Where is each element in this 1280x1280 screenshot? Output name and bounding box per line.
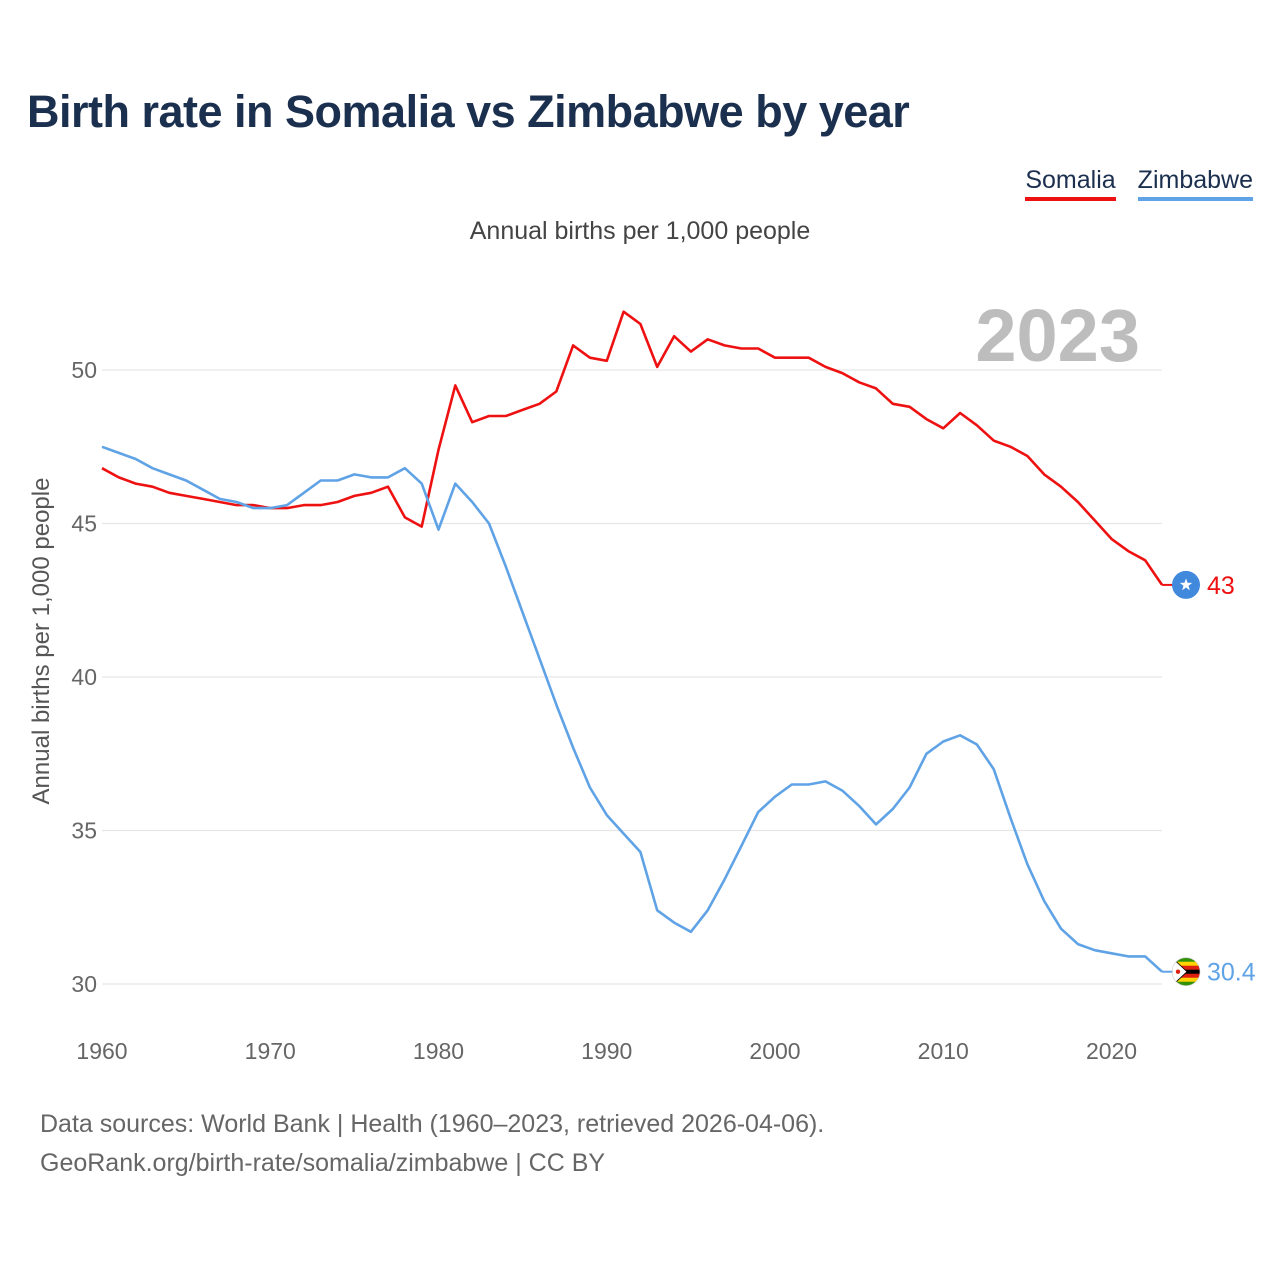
- y-tick-35: 35: [71, 818, 97, 844]
- footer-sources: Data sources: World Bank | Health (1960–…: [40, 1105, 824, 1144]
- series-line-zimbabwe: [102, 447, 1162, 972]
- somalia-flag-icon: [1172, 571, 1200, 599]
- y-axis-label: Annual births per 1,000 people: [28, 478, 55, 805]
- x-tick-1980: 1980: [413, 1038, 464, 1064]
- x-tick-1990: 1990: [581, 1038, 632, 1064]
- somalia-end-label: 43: [1207, 572, 1235, 600]
- x-tick-2020: 2020: [1086, 1038, 1137, 1064]
- x-tick-1960: 1960: [76, 1038, 127, 1064]
- y-tick-30: 30: [71, 971, 97, 997]
- y-tick-40: 40: [71, 664, 97, 690]
- footer-credit[interactable]: GeoRank.org/birth-rate/somalia/zimbabwe …: [40, 1144, 824, 1183]
- zimbabwe-end-label: 30.4: [1207, 959, 1256, 987]
- x-tick-1970: 1970: [245, 1038, 296, 1064]
- year-label: 2023: [975, 294, 1140, 377]
- footer: Data sources: World Bank | Health (1960–…: [40, 1105, 824, 1183]
- y-tick-45: 45: [71, 511, 97, 537]
- zimbabwe-flag-icon: [1172, 958, 1200, 986]
- x-tick-2000: 2000: [749, 1038, 800, 1064]
- y-tick-50: 50: [71, 357, 97, 383]
- x-tick-2010: 2010: [918, 1038, 969, 1064]
